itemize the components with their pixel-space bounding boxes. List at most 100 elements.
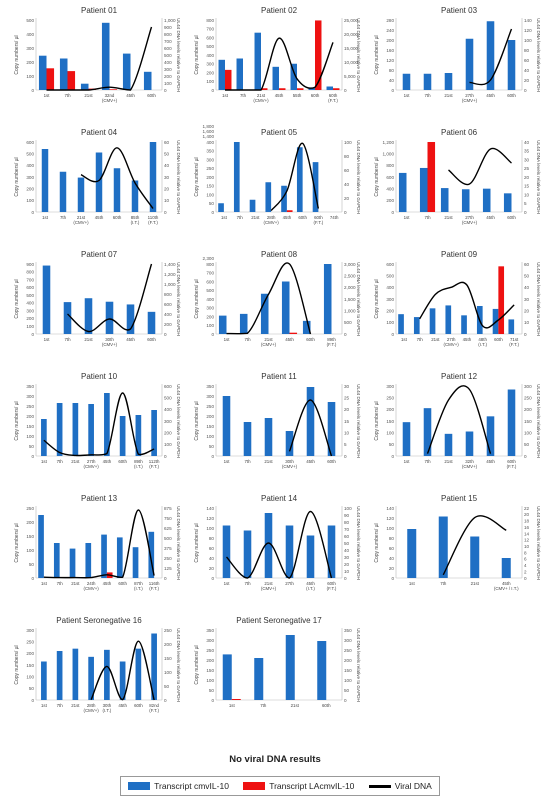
y-tick-label: 0 xyxy=(31,88,34,93)
y2-tick-label: 0 xyxy=(344,454,347,459)
y2-tick-label: 1,000 xyxy=(344,308,356,313)
y2-tick-label: 40 xyxy=(344,548,350,553)
y-tick-label: 100 xyxy=(26,74,34,79)
y2-tick-label: 40 xyxy=(164,163,170,168)
chart-title: Patient 15 xyxy=(441,494,478,503)
y-tick-label: 140 xyxy=(206,506,214,511)
y-tick-label: 0 xyxy=(211,210,214,215)
y2-tick-label: 300 xyxy=(164,419,172,424)
y-tick-label: 250 xyxy=(26,639,34,644)
bar-transcript xyxy=(419,167,428,212)
x-tick-label: 27th xyxy=(87,459,96,464)
y-tick-label: 50 xyxy=(29,686,35,691)
y2-tick-label: 5 xyxy=(344,442,347,447)
y-tick-label: 200 xyxy=(386,198,394,203)
x-tick-label: 112th xyxy=(149,459,160,464)
y2-tick-label: 100 xyxy=(344,506,352,511)
bar-transcript xyxy=(507,389,516,456)
bar-transcript xyxy=(151,633,157,700)
chart-title: Patient 14 xyxy=(261,494,298,503)
y-tick-label: 200 xyxy=(206,175,214,180)
y-tick-label: 500 xyxy=(386,273,394,278)
y2-tick-label: 20 xyxy=(524,175,530,180)
y-tick-label: 800 xyxy=(206,18,214,23)
chart-title: Patient 13 xyxy=(81,494,118,503)
chart-panel: Patient 11 0 50 100 150 200 250 300 350 0 5 10 15 20 2… xyxy=(194,372,361,469)
x-tick-label: (I.T.) xyxy=(306,586,315,591)
bar-transcript xyxy=(218,203,224,212)
chart-panel: Patient Seronegative 17 0 50 100 150 200 250 30… xyxy=(194,616,361,708)
bar-transcript xyxy=(317,641,327,700)
y-tick-label: 350 xyxy=(206,384,214,389)
y2-axis-label: UL44 DNA levels relative to GAPDH xyxy=(356,262,361,336)
y-tick-label: 150 xyxy=(26,534,34,539)
x-tick-label: 32nd xyxy=(105,93,115,98)
x-tick-label: 60th xyxy=(113,215,122,220)
bar-transcript xyxy=(507,40,516,90)
y2-tick-label: 0 xyxy=(344,698,347,703)
y-tick-label: 300 xyxy=(26,628,34,633)
y-tick-label: 0 xyxy=(31,698,34,703)
bar-transcript xyxy=(407,529,417,578)
legend-label-viral-dna: Viral DNA xyxy=(394,781,432,791)
y2-tick-label: 0 xyxy=(164,88,167,93)
y2-tick-label: 250 xyxy=(524,395,532,400)
y2-axis-label: UL44 DNA levels relative to GAPDH xyxy=(176,384,181,458)
x-tick-label: (I.T.) xyxy=(134,586,143,591)
y2-axis-label: UL44 DNA levels relative to GAPDH xyxy=(536,18,541,92)
x-tick-label: (CMV+) xyxy=(84,708,100,713)
y-tick-label: 0 xyxy=(391,576,394,581)
y2-tick-label: 4 xyxy=(524,563,527,568)
y2-tick-label: 1,500 xyxy=(344,297,356,302)
x-tick-label: 60th xyxy=(327,459,336,464)
bar-transcript xyxy=(306,535,315,578)
x-tick-label: (I.T.) xyxy=(134,464,143,469)
y2-tick-label: 200 xyxy=(164,322,172,327)
bar-transcript xyxy=(243,422,252,456)
y2-tick-label: 750 xyxy=(164,516,172,521)
legend-swatch-red xyxy=(243,782,266,790)
viral-dna-line xyxy=(469,28,513,86)
x-tick-label: 1st xyxy=(404,459,411,464)
x-tick-label: (CMV+) xyxy=(462,464,478,469)
bar-transcript xyxy=(296,147,303,212)
y2-tick-label: 0 xyxy=(164,698,167,703)
x-tick-label: (CMV+) xyxy=(282,464,298,469)
y2-tick-label: 30 xyxy=(524,157,530,162)
y-axis-label: Copy numbers/ µl xyxy=(374,523,380,562)
x-tick-label: (CMV+) xyxy=(102,98,118,103)
bar-transcript xyxy=(482,188,491,212)
bar-transcript xyxy=(222,396,231,456)
x-tick-label: 7th xyxy=(424,459,431,464)
y-tick-label: 0 xyxy=(31,454,34,459)
x-tick-label: (I.T.) xyxy=(131,220,140,225)
y2-tick-label: 0 xyxy=(344,576,347,581)
y2-axis-label: UL44 DNA levels relative to GAPDH xyxy=(356,506,361,580)
x-tick-label: (F.T.) xyxy=(149,586,159,591)
bar-transcript xyxy=(119,661,126,700)
x-tick-label: 21st xyxy=(71,459,80,464)
y2-tick-label: 25 xyxy=(344,395,350,400)
legend-item-la-transcript: Transcript LAcmvIL-10 xyxy=(243,781,354,791)
y2-tick-label: 30 xyxy=(344,555,350,560)
x-tick-label: (CMV+) xyxy=(253,98,269,103)
bar-transcript xyxy=(126,304,135,334)
bar-transcript xyxy=(264,513,273,578)
y2-tick-label: 20 xyxy=(524,308,530,313)
x-tick-label: 60th xyxy=(329,93,338,98)
y-tick-label: 900 xyxy=(26,262,34,267)
y2-tick-label: 250 xyxy=(164,556,172,561)
y-tick-label: 100 xyxy=(26,324,34,329)
x-tick-label: 7th xyxy=(424,215,431,220)
bar-transcript xyxy=(323,264,332,334)
chart-title: Patient Seronegative 16 xyxy=(56,616,142,625)
y-axis-label: Copy numbers/ µl xyxy=(14,645,20,684)
x-tick-label: 110th xyxy=(148,215,159,220)
viral-dna-line xyxy=(270,142,320,212)
x-tick-label: 1st xyxy=(41,581,48,586)
y-tick-label: 100 xyxy=(386,320,394,325)
x-tick-label: 1st xyxy=(404,93,411,98)
y-tick-label: 400 xyxy=(206,53,214,58)
bar-transcript xyxy=(131,180,139,212)
bar-transcript xyxy=(281,185,287,212)
